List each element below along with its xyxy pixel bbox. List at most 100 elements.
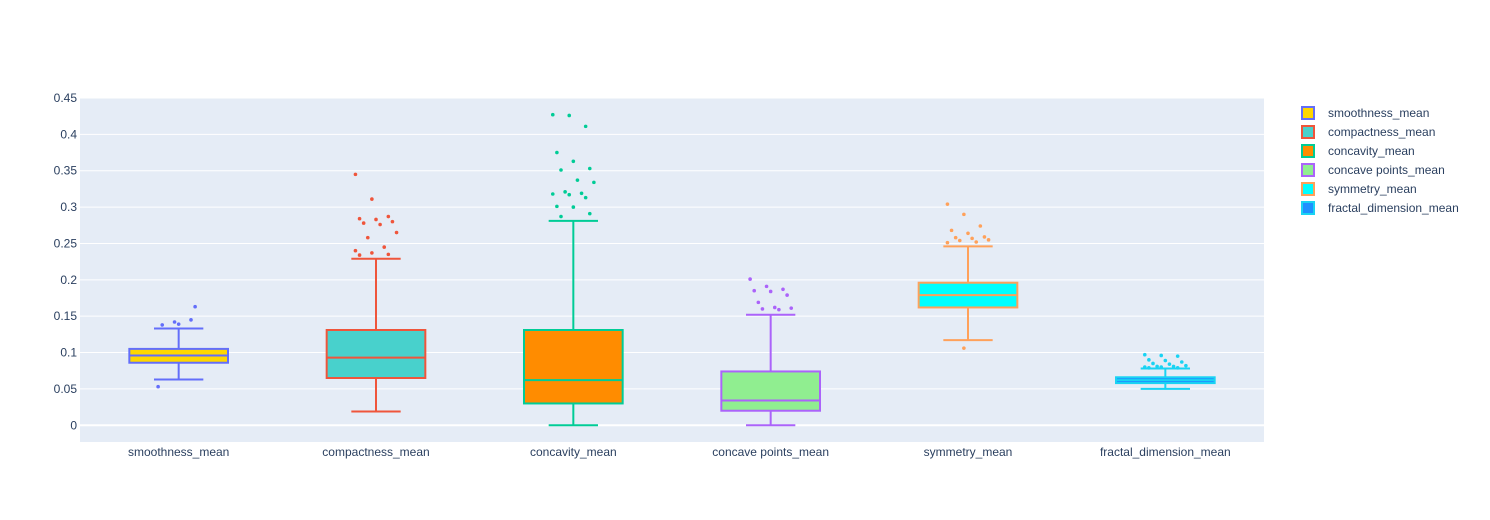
outlier-point xyxy=(189,318,193,322)
outlier-point xyxy=(966,231,970,236)
outlier-point xyxy=(760,307,765,311)
outlier-point xyxy=(156,384,160,389)
legend-label: symmetry_mean xyxy=(1328,182,1417,196)
outlier-point xyxy=(1175,366,1180,370)
outlier-point xyxy=(357,253,362,257)
outlier-point xyxy=(962,346,966,350)
y-tick-label: 0.15 xyxy=(54,309,78,323)
outlier-point xyxy=(970,236,974,241)
outlier-point xyxy=(756,300,761,305)
outlier-point xyxy=(382,245,387,249)
legend[interactable]: smoothness_mean compactness_mean concavity… xyxy=(1301,106,1459,215)
outlier-point xyxy=(563,190,567,194)
box-trace xyxy=(917,202,1019,350)
outlier-point xyxy=(567,192,572,197)
outlier-point xyxy=(785,293,789,297)
box-trace xyxy=(325,172,427,413)
outlier-point xyxy=(575,178,580,182)
x-axis-ticks: smoothness_mean compactness_mean concavity… xyxy=(128,445,1231,459)
y-tick-label: 0.2 xyxy=(60,273,77,287)
x-tick-label: fractal_dimension_mean xyxy=(1100,445,1231,459)
outlier-point xyxy=(1159,365,1164,369)
outlier-point xyxy=(571,159,576,164)
x-tick-label: compactness_mean xyxy=(322,445,429,459)
legend-swatch xyxy=(1301,125,1315,139)
legend-label: concavity_mean xyxy=(1328,144,1415,158)
legend-item[interactable]: symmetry_mean xyxy=(1301,182,1417,196)
outlier-point xyxy=(1151,361,1155,366)
outlier-point xyxy=(1142,352,1147,357)
outlier-point xyxy=(386,214,391,219)
outlier-point xyxy=(1179,360,1184,364)
legend-item[interactable]: concavity_mean xyxy=(1301,144,1415,158)
outlier-point xyxy=(772,305,777,310)
outlier-point xyxy=(583,195,588,200)
gridlines xyxy=(80,97,1264,427)
plot-background xyxy=(80,98,1264,442)
x-tick-label: concave points_mean xyxy=(712,445,829,459)
legend-swatch xyxy=(1301,201,1315,215)
outlier-point xyxy=(1184,363,1188,368)
box-trace xyxy=(128,304,229,389)
outlier-point xyxy=(592,180,596,185)
outlier-point xyxy=(957,238,962,243)
outlier-point xyxy=(777,307,781,312)
legend-item[interactable]: concave points_mean xyxy=(1301,163,1445,177)
outlier-point xyxy=(748,277,752,281)
outlier-point xyxy=(974,240,979,244)
outlier-point xyxy=(945,240,950,245)
outlier-point xyxy=(386,252,391,257)
outlier-point xyxy=(949,228,954,233)
outlier-point xyxy=(365,235,370,240)
outlier-point xyxy=(978,224,983,228)
box-trace xyxy=(1115,352,1216,390)
legend-label: compactness_mean xyxy=(1328,125,1435,139)
y-tick-label: 0.05 xyxy=(54,382,78,396)
outlier-point xyxy=(567,113,572,118)
legend-label: fractal_dimension_mean xyxy=(1328,201,1459,215)
outlier-point xyxy=(571,205,576,209)
outlier-point xyxy=(361,221,366,225)
legend-item[interactable]: compactness_mean xyxy=(1301,125,1435,139)
outlier-point xyxy=(559,168,563,172)
outlier-point xyxy=(986,238,991,242)
outlier-point xyxy=(945,202,950,206)
outlier-point xyxy=(176,322,181,326)
outlier-point xyxy=(1147,358,1151,362)
outlier-point xyxy=(752,288,757,293)
outlier-point xyxy=(764,284,769,289)
outlier-point xyxy=(1171,364,1176,369)
iqr-box xyxy=(325,329,427,379)
y-tick-label: 0.45 xyxy=(54,91,78,105)
box-trace xyxy=(523,112,624,427)
legend-item[interactable]: smoothness_mean xyxy=(1301,106,1429,120)
legend-item[interactable]: fractal_dimension_mean xyxy=(1301,201,1459,215)
y-tick-label: 0 xyxy=(70,418,77,432)
outlier-point xyxy=(583,124,588,129)
legend-swatch xyxy=(1301,163,1315,177)
outlier-point xyxy=(587,211,592,216)
outlier-point xyxy=(550,112,555,117)
outlier-point xyxy=(555,204,559,209)
outlier-point xyxy=(370,197,374,201)
outlier-point xyxy=(1175,354,1180,358)
outlier-point xyxy=(353,172,358,177)
outlier-point xyxy=(1155,364,1159,369)
outlier-point xyxy=(555,150,559,155)
outlier-point xyxy=(781,287,785,292)
x-tick-label: smoothness_mean xyxy=(128,445,229,459)
outlier-point xyxy=(193,304,197,309)
y-tick-label: 0.25 xyxy=(54,236,78,250)
outlier-point xyxy=(357,216,362,221)
outlier-point xyxy=(953,235,958,240)
x-tick-label: concavity_mean xyxy=(530,445,617,459)
outlier-point xyxy=(789,306,794,310)
y-tick-label: 0.35 xyxy=(54,164,78,178)
box-series xyxy=(128,112,1216,427)
outlier-point xyxy=(374,217,378,222)
y-tick-label: 0.3 xyxy=(60,200,77,214)
x-tick-label: symmetry_mean xyxy=(924,445,1013,459)
outlier-point xyxy=(1159,353,1164,358)
legend-label: smoothness_mean xyxy=(1328,106,1429,120)
